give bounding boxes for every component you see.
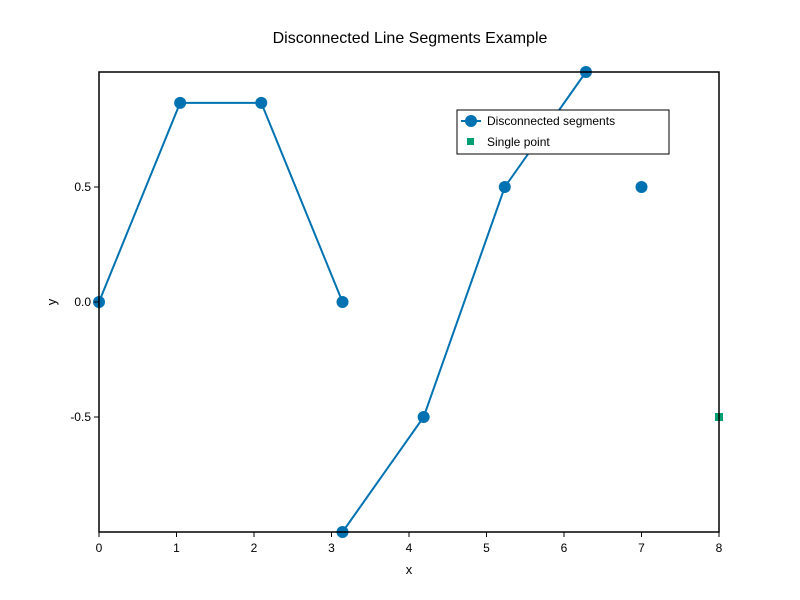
legend-label: Disconnected segments bbox=[487, 114, 615, 128]
data-point bbox=[255, 96, 268, 109]
x-tick-label: 1 bbox=[173, 541, 180, 555]
x-tick-label: 3 bbox=[328, 541, 335, 555]
line-segment bbox=[98, 101, 344, 303]
data-point bbox=[336, 296, 349, 308]
y-tick-label: 0.5 bbox=[74, 180, 91, 194]
chart-title: Disconnected Line Segments Example bbox=[273, 30, 548, 47]
x-axis-label: x bbox=[406, 562, 413, 577]
x-tick-label: 2 bbox=[251, 541, 258, 555]
x-tick-label: 6 bbox=[561, 541, 568, 555]
data-point bbox=[635, 181, 648, 193]
legend-item-disconnected-segments: Disconnected segments bbox=[461, 114, 615, 128]
legend-item-single-point: Single point bbox=[467, 135, 550, 149]
legend: Disconnected segments Single point bbox=[456, 109, 670, 155]
data-point bbox=[174, 96, 187, 109]
x-tick-label: 7 bbox=[638, 541, 645, 555]
legend-square-marker-icon bbox=[467, 138, 474, 145]
y-tick-label: 0.0 bbox=[74, 295, 91, 309]
data-point bbox=[498, 181, 511, 193]
y-tick-label: -0.5 bbox=[70, 410, 91, 424]
data-point bbox=[417, 411, 430, 423]
y-axis-label: y bbox=[44, 298, 59, 305]
y-axis-ticks: -0.5 0.0 0.5 bbox=[70, 180, 99, 424]
x-tick-label: 5 bbox=[483, 541, 490, 555]
legend-circle-marker-icon bbox=[465, 115, 477, 127]
x-tick-label: 0 bbox=[96, 541, 103, 555]
x-tick-label: 4 bbox=[406, 541, 413, 555]
x-tick-label: 8 bbox=[716, 541, 723, 555]
x-axis-ticks: 0 1 2 3 4 5 6 7 8 bbox=[96, 532, 723, 555]
legend-label: Single point bbox=[487, 135, 550, 149]
legend-box bbox=[456, 109, 670, 155]
